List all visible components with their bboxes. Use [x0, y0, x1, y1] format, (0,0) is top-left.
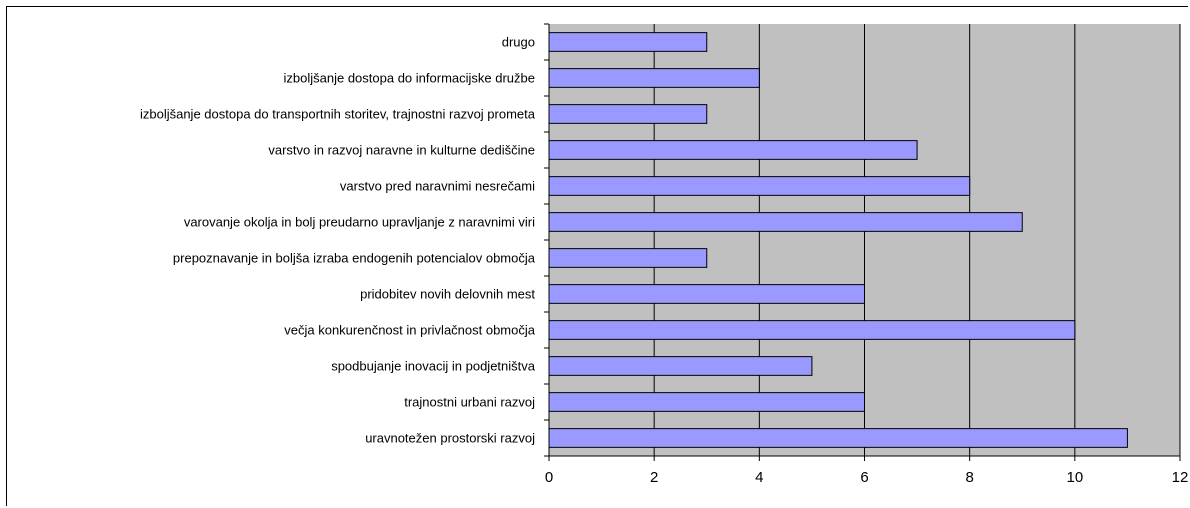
- category-label-8: pridobitev novih delovnih mest: [360, 287, 535, 302]
- bar-3: [548, 104, 708, 124]
- category-label-1: drugo: [502, 35, 535, 50]
- category-label-5: varstvo pred naravnimi nesrečami: [340, 179, 535, 194]
- x-tick-label-12: 12: [1172, 469, 1189, 486]
- bar-2: [548, 68, 760, 88]
- bar-8: [548, 284, 865, 304]
- category-label-4: varstvo in razvoj naravne in kulturne de…: [268, 143, 535, 158]
- bar-9: [548, 320, 1076, 340]
- category-label-3: izboljšanje dostopa do transportnih stor…: [140, 107, 536, 122]
- category-label-7: prepoznavanje in boljša izraba endogenih…: [173, 251, 536, 266]
- bar-5: [548, 176, 971, 196]
- category-label-10: spodbujanje inovacij in podjetništva: [331, 359, 536, 374]
- category-label-2: izboljšanje dostopa do informacijske dru…: [284, 71, 535, 86]
- category-label-12: uravnotežen prostorski razvoj: [365, 431, 535, 446]
- chart-frame: [6, 6, 1188, 506]
- x-tick-label-10: 10: [1066, 469, 1083, 486]
- category-label-6: varovanje okolja in bolj preudarno uprav…: [184, 215, 535, 230]
- axes: [544, 23, 1181, 461]
- bar-7: [548, 248, 708, 268]
- bar-10: [548, 356, 813, 376]
- x-tick-label-0: 0: [545, 469, 553, 486]
- bar-12: [548, 428, 1128, 448]
- x-tick-label-4: 4: [755, 469, 763, 486]
- category-label-11: trajnostni urbani razvoj: [404, 395, 535, 410]
- gridlines: [653, 24, 1181, 456]
- bars: [548, 32, 1128, 448]
- x-tick-label-6: 6: [860, 469, 868, 486]
- bar-1: [548, 32, 708, 52]
- x-tick-label-8: 8: [965, 469, 973, 486]
- category-labels: drugo izboljšanje dostopa do informacijsk…: [140, 35, 536, 446]
- tick-labels: 0 2 4 6 8 10 12: [545, 469, 1189, 486]
- category-label-9: večja konkurenčnost in privlačnost območ…: [284, 323, 536, 338]
- bar-4: [548, 140, 918, 160]
- x-tick-label-2: 2: [650, 469, 658, 486]
- bar-6: [548, 212, 1023, 232]
- bar-11: [548, 392, 865, 412]
